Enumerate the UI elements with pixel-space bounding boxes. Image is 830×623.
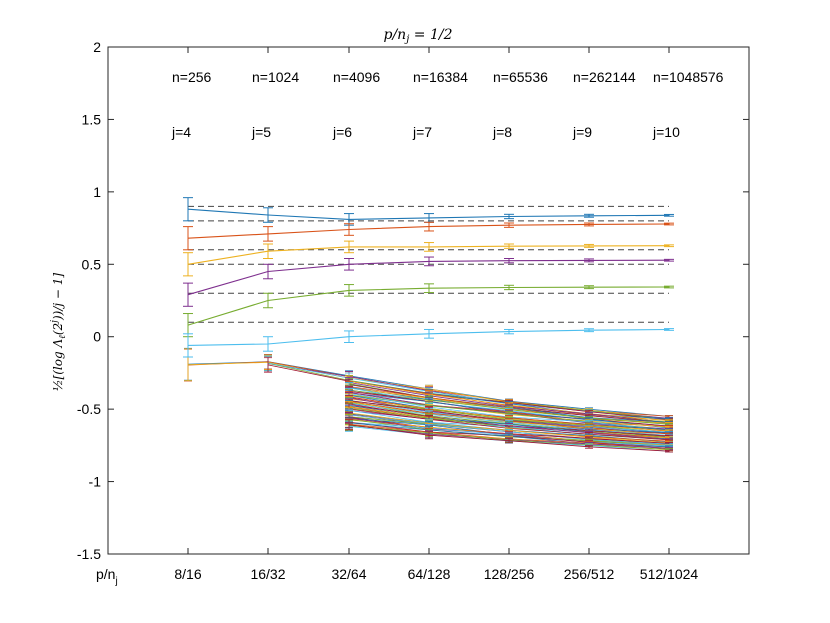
- y-tick-label: 1.5: [82, 111, 102, 127]
- n-label: n=65536: [493, 69, 548, 85]
- y-tick-label: -0.5: [77, 401, 101, 417]
- n-label: n=1024: [252, 69, 299, 85]
- n-label: n=262144: [573, 69, 636, 85]
- y-tick-label: 1: [93, 184, 101, 200]
- y-tick-label: 2: [93, 39, 101, 55]
- y-tick-label: 0: [93, 329, 101, 345]
- n-label: n=1048576: [653, 69, 724, 85]
- plot-area: [108, 47, 749, 554]
- j-label: j=5: [251, 124, 271, 140]
- j-label: j=4: [171, 124, 191, 140]
- x-tick-label: 128/256: [484, 566, 535, 582]
- x-tick-label: 512/1024: [640, 566, 699, 582]
- n-label: n=4096: [333, 69, 380, 85]
- n-label: n=16384: [413, 69, 468, 85]
- bulk-series-layer: [184, 347, 673, 453]
- x-tick-label: 8/16: [174, 566, 201, 582]
- y-tick-label: 0.5: [82, 256, 102, 272]
- j-label: j=6: [332, 124, 352, 140]
- plot-background: [108, 47, 749, 554]
- annotation-labels: n=256 n=1024 n=4096 n=16384 n=65536 n=262144 n…: [171, 69, 724, 140]
- chart-title: p/nj = 1/2: [384, 27, 453, 45]
- axes: -1.5 -1 -0.5 0 0.5 1 1.5 2 8/16 16/32 32/64 64/128 1…: [77, 39, 750, 582]
- x-axis-label: p/nj: [96, 566, 118, 587]
- j-label: j=8: [492, 124, 512, 140]
- x-tick-label: 256/512: [564, 566, 615, 582]
- x-tick-label: 32/64: [331, 566, 366, 582]
- n-label: n=256: [172, 69, 212, 85]
- j-label: j=7: [412, 124, 432, 140]
- y-tick-label: -1: [89, 474, 102, 490]
- y-tick-label: -1.5: [77, 546, 101, 562]
- x-tick-label: 16/32: [250, 566, 285, 582]
- j-label: j=10: [652, 124, 680, 140]
- series-layer: [183, 197, 674, 358]
- y-axis-label: ½[(log Λℓ(2j))/j − 1]: [50, 273, 68, 392]
- j-label: j=9: [572, 124, 592, 140]
- x-tick-label: 64/128: [408, 566, 451, 582]
